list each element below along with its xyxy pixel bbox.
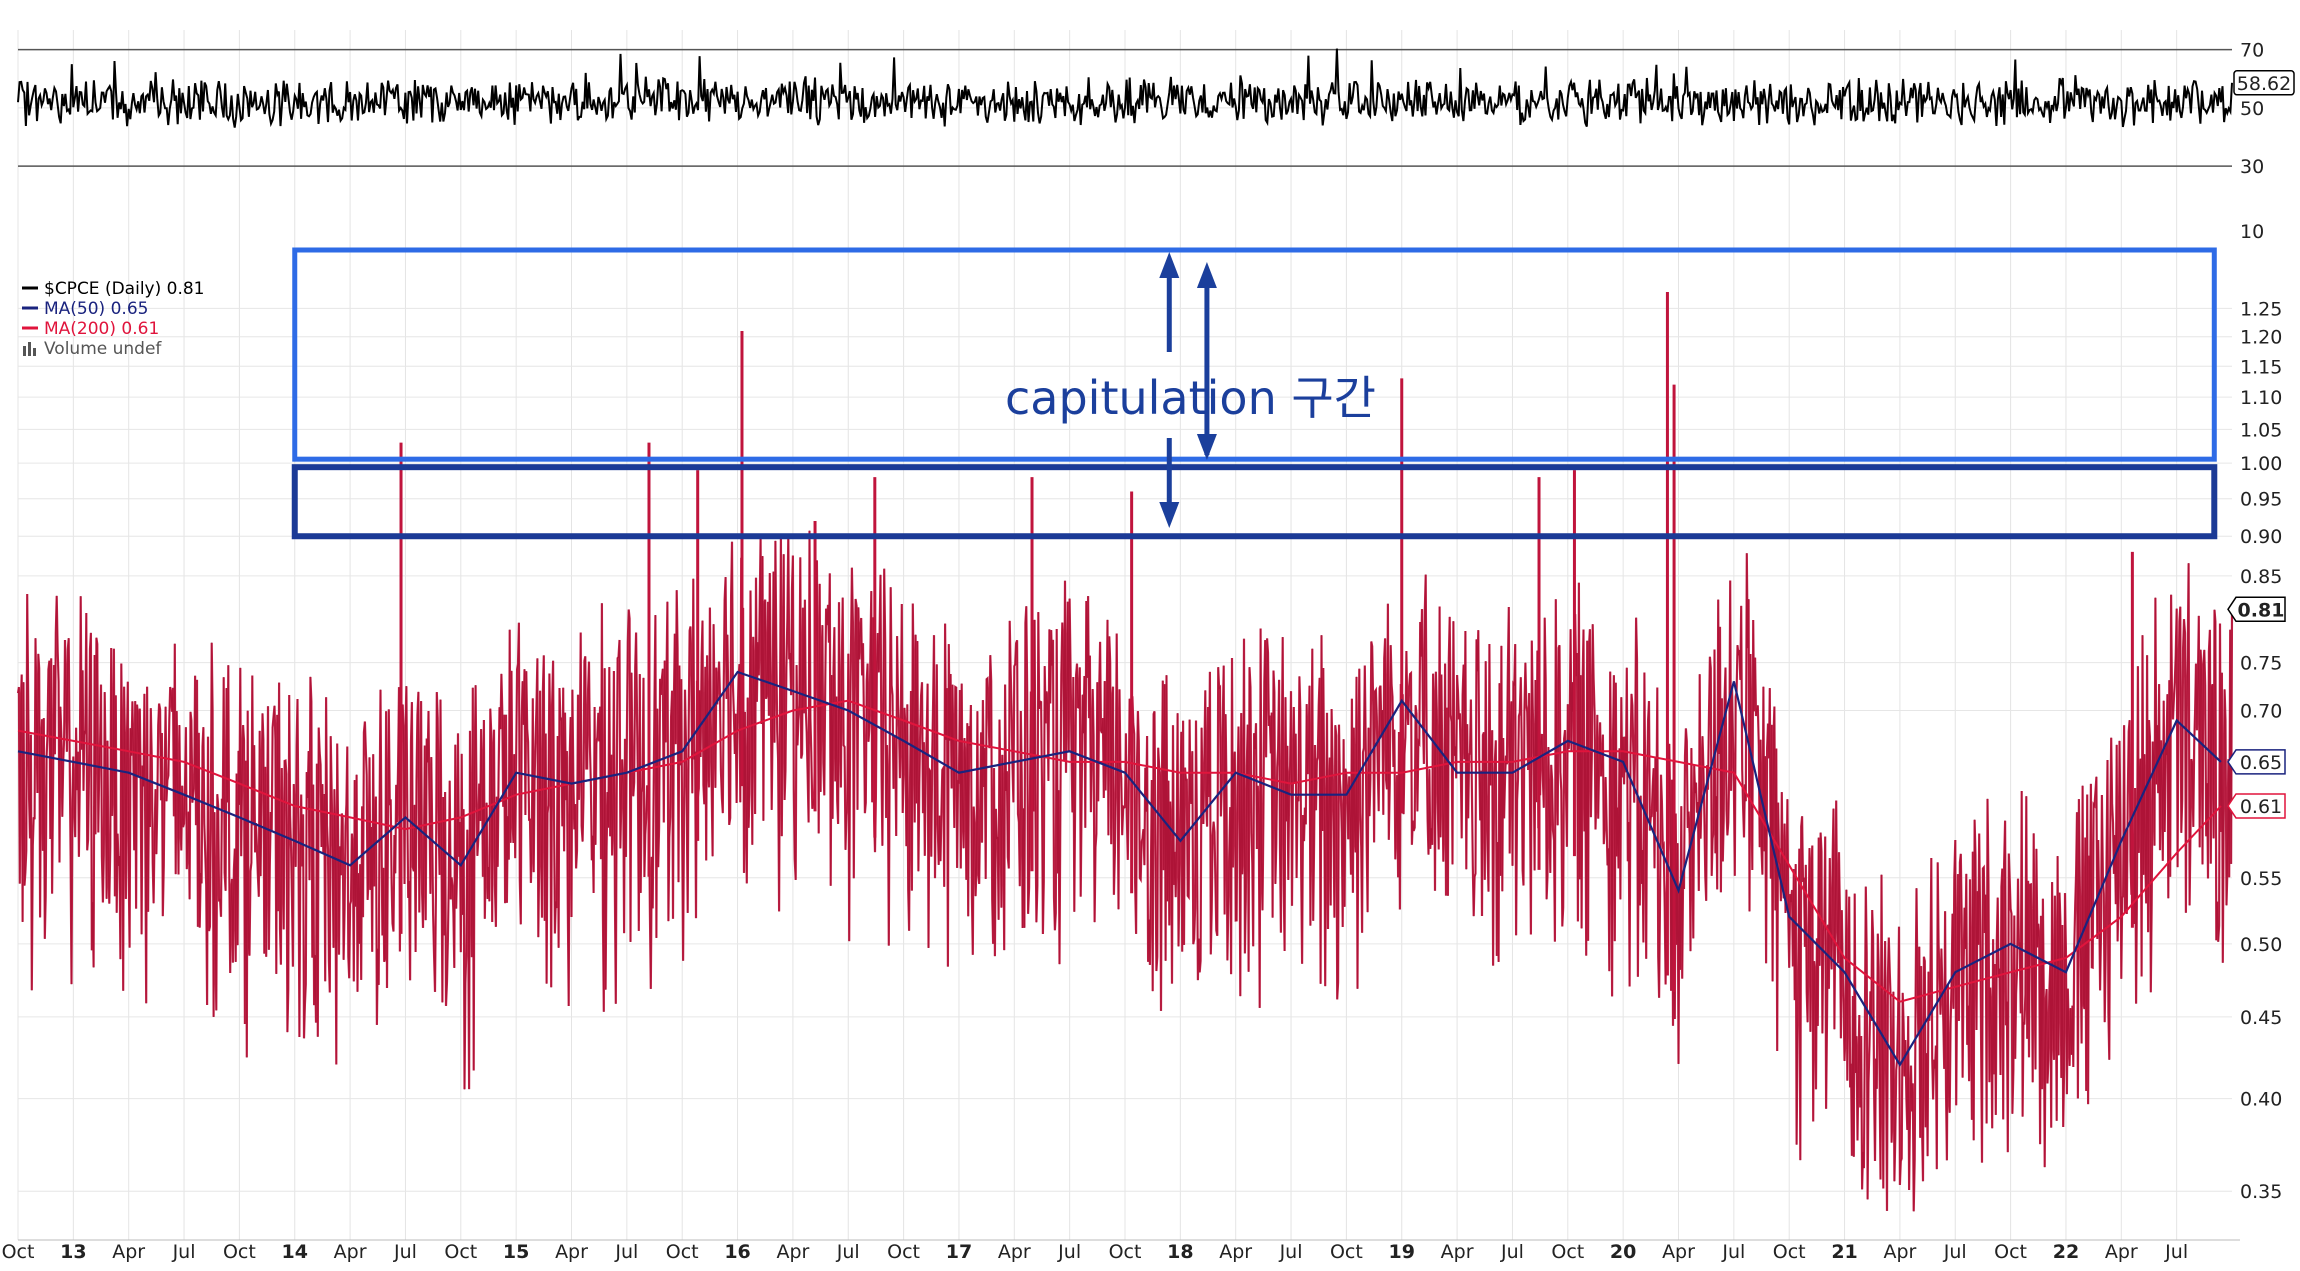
x-tick-label: 14	[282, 1241, 308, 1263]
x-tick-label: Jul	[1943, 1241, 1967, 1263]
x-tick-label: 18	[1167, 1241, 1193, 1263]
x-tick-label: 16	[724, 1241, 750, 1263]
legend-ma50: MA(50) 0.65	[44, 299, 148, 319]
indicator-value-box	[2233, 70, 2295, 96]
x-tick-label: Oct	[666, 1241, 699, 1263]
x-tick-label: Oct	[1773, 1241, 1806, 1263]
main-tick-label: 1.00	[2240, 453, 2282, 475]
x-tick-label: 20	[1610, 1241, 1636, 1263]
x-tick-label: Jul	[393, 1241, 417, 1263]
main-tick-label: 0.85	[2240, 566, 2282, 588]
x-tick-label: 13	[60, 1241, 86, 1263]
price-tag-box	[2227, 749, 2286, 775]
indicator-tick-label: 30	[2240, 156, 2264, 178]
ma200-line	[17, 699, 2222, 1003]
arrow-up-left-head	[1159, 252, 1180, 278]
capitulation-zones	[291, 247, 2218, 540]
indicator-tick-label: 70	[2240, 40, 2264, 62]
cpce-daily-line	[16, 530, 2234, 1212]
x-tick-label: Jul	[2164, 1241, 2188, 1263]
x-tick-label: Apr	[112, 1241, 145, 1263]
x-tick-label: Oct	[887, 1241, 920, 1263]
main-tick-label: 0.45	[2240, 1007, 2282, 1029]
price-tag-label: 0.81	[2238, 599, 2285, 621]
main-tick-label: 1.20	[2240, 327, 2282, 349]
x-tick-label: Apr	[998, 1241, 1031, 1263]
x-tick-label: Apr	[1441, 1241, 1474, 1263]
main-tick-label: 0.95	[2240, 489, 2282, 511]
volume-icon	[23, 342, 36, 356]
x-tick-label: Jul	[1057, 1241, 1081, 1263]
price-tag: 0.65	[2227, 749, 2286, 775]
x-tick-label: Jul	[1500, 1241, 1524, 1263]
price-tag-box	[2227, 596, 2286, 623]
capitulation-zone-lower	[291, 464, 2218, 540]
x-tick-label: Apr	[555, 1241, 588, 1263]
x-tick-label: Oct	[223, 1241, 256, 1263]
x-tick-label: Jul	[1279, 1241, 1303, 1263]
x-tick-label: Oct	[444, 1241, 477, 1263]
main-panel	[16, 291, 2234, 1212]
x-tick-label: Oct	[1330, 1241, 1363, 1263]
main-tick-label: 0.50	[2240, 934, 2282, 956]
x-tick-label: 17	[946, 1241, 972, 1263]
main-tick-label: 1.05	[2240, 419, 2282, 441]
price-tag: 0.61	[2227, 793, 2286, 819]
x-tick-label: Jul	[172, 1241, 196, 1263]
ma50-line	[17, 670, 2222, 1067]
indicator-value-label: 58.62	[2237, 73, 2291, 95]
x-tick-label: 15	[503, 1241, 529, 1263]
x-tick-label: Oct	[1109, 1241, 1142, 1263]
arrow-down-small-head	[1196, 434, 1217, 460]
x-tick-label: Apr	[1219, 1241, 1252, 1263]
x-tick-label: Apr	[1662, 1241, 1695, 1263]
capitulation-label: capitulation 구간	[1005, 371, 1376, 425]
x-tick-label: Oct	[2, 1241, 35, 1263]
main-tick-label: 0.90	[2240, 526, 2282, 548]
x-tick-label: Apr	[2105, 1241, 2138, 1263]
x-tick-label: Apr	[776, 1241, 809, 1263]
indicator-value-tag: 58.62	[2233, 70, 2295, 96]
main-tick-label: 1.10	[2240, 387, 2282, 409]
main-tick-label: 0.55	[2240, 868, 2282, 890]
y-axis: 70 50 30 58.62 10 1.25 1.20 1.15 1.10 1.05 1.00 0.9…	[2227, 40, 2295, 1203]
legend-cpce: $CPCE (Daily) 0.81	[44, 279, 205, 299]
arrow-up-right-head	[1196, 262, 1217, 288]
x-tick-label: Jul	[836, 1241, 860, 1263]
x-tick-label: 22	[2053, 1241, 2079, 1263]
main-tick-label: 0.75	[2240, 653, 2282, 675]
main-tick-label: 0.40	[2240, 1089, 2282, 1111]
x-tick-label: Oct	[1551, 1241, 1584, 1263]
indicator-line	[17, 48, 2233, 128]
x-tick-label: Jul	[614, 1241, 638, 1263]
x-tick-label: Jul	[1721, 1241, 1745, 1263]
main-tick-label: 10	[2240, 221, 2264, 243]
main-tick-label: 0.70	[2240, 701, 2282, 723]
arrow-down-head	[1159, 502, 1180, 528]
main-tick-label: 0.35	[2240, 1181, 2282, 1203]
x-tick-label: Oct	[1994, 1241, 2027, 1263]
legend: $CPCE (Daily) 0.81 MA(50) 0.65 MA(200) 0…	[22, 279, 205, 359]
x-tick-label: 19	[1389, 1241, 1415, 1263]
price-tag-box	[2227, 793, 2286, 819]
main-tick-label: 1.15	[2240, 356, 2282, 378]
main-tick-label: 1.25	[2240, 298, 2282, 320]
x-axis: Oct 13 Apr Jul Oct 14 Apr Jul Oct 15 Apr Jul Oct 16 Ap…	[2, 1241, 2189, 1263]
price-tag-label: 0.65	[2240, 752, 2282, 774]
x-tick-label: 21	[1831, 1241, 1857, 1263]
legend-volume: Volume undef	[44, 339, 162, 359]
arrows	[1159, 252, 1217, 528]
capitulation-zone-upper	[292, 247, 2217, 462]
x-tick-label: Apr	[1883, 1241, 1916, 1263]
price-tag: 0.81	[2227, 596, 2286, 623]
indicator-tick-label: 50	[2240, 98, 2264, 120]
x-tick-label: Apr	[334, 1241, 367, 1263]
indicator-panel	[17, 48, 2233, 128]
legend-ma200: MA(200) 0.61	[44, 319, 159, 339]
price-tag-label: 0.61	[2240, 796, 2282, 818]
